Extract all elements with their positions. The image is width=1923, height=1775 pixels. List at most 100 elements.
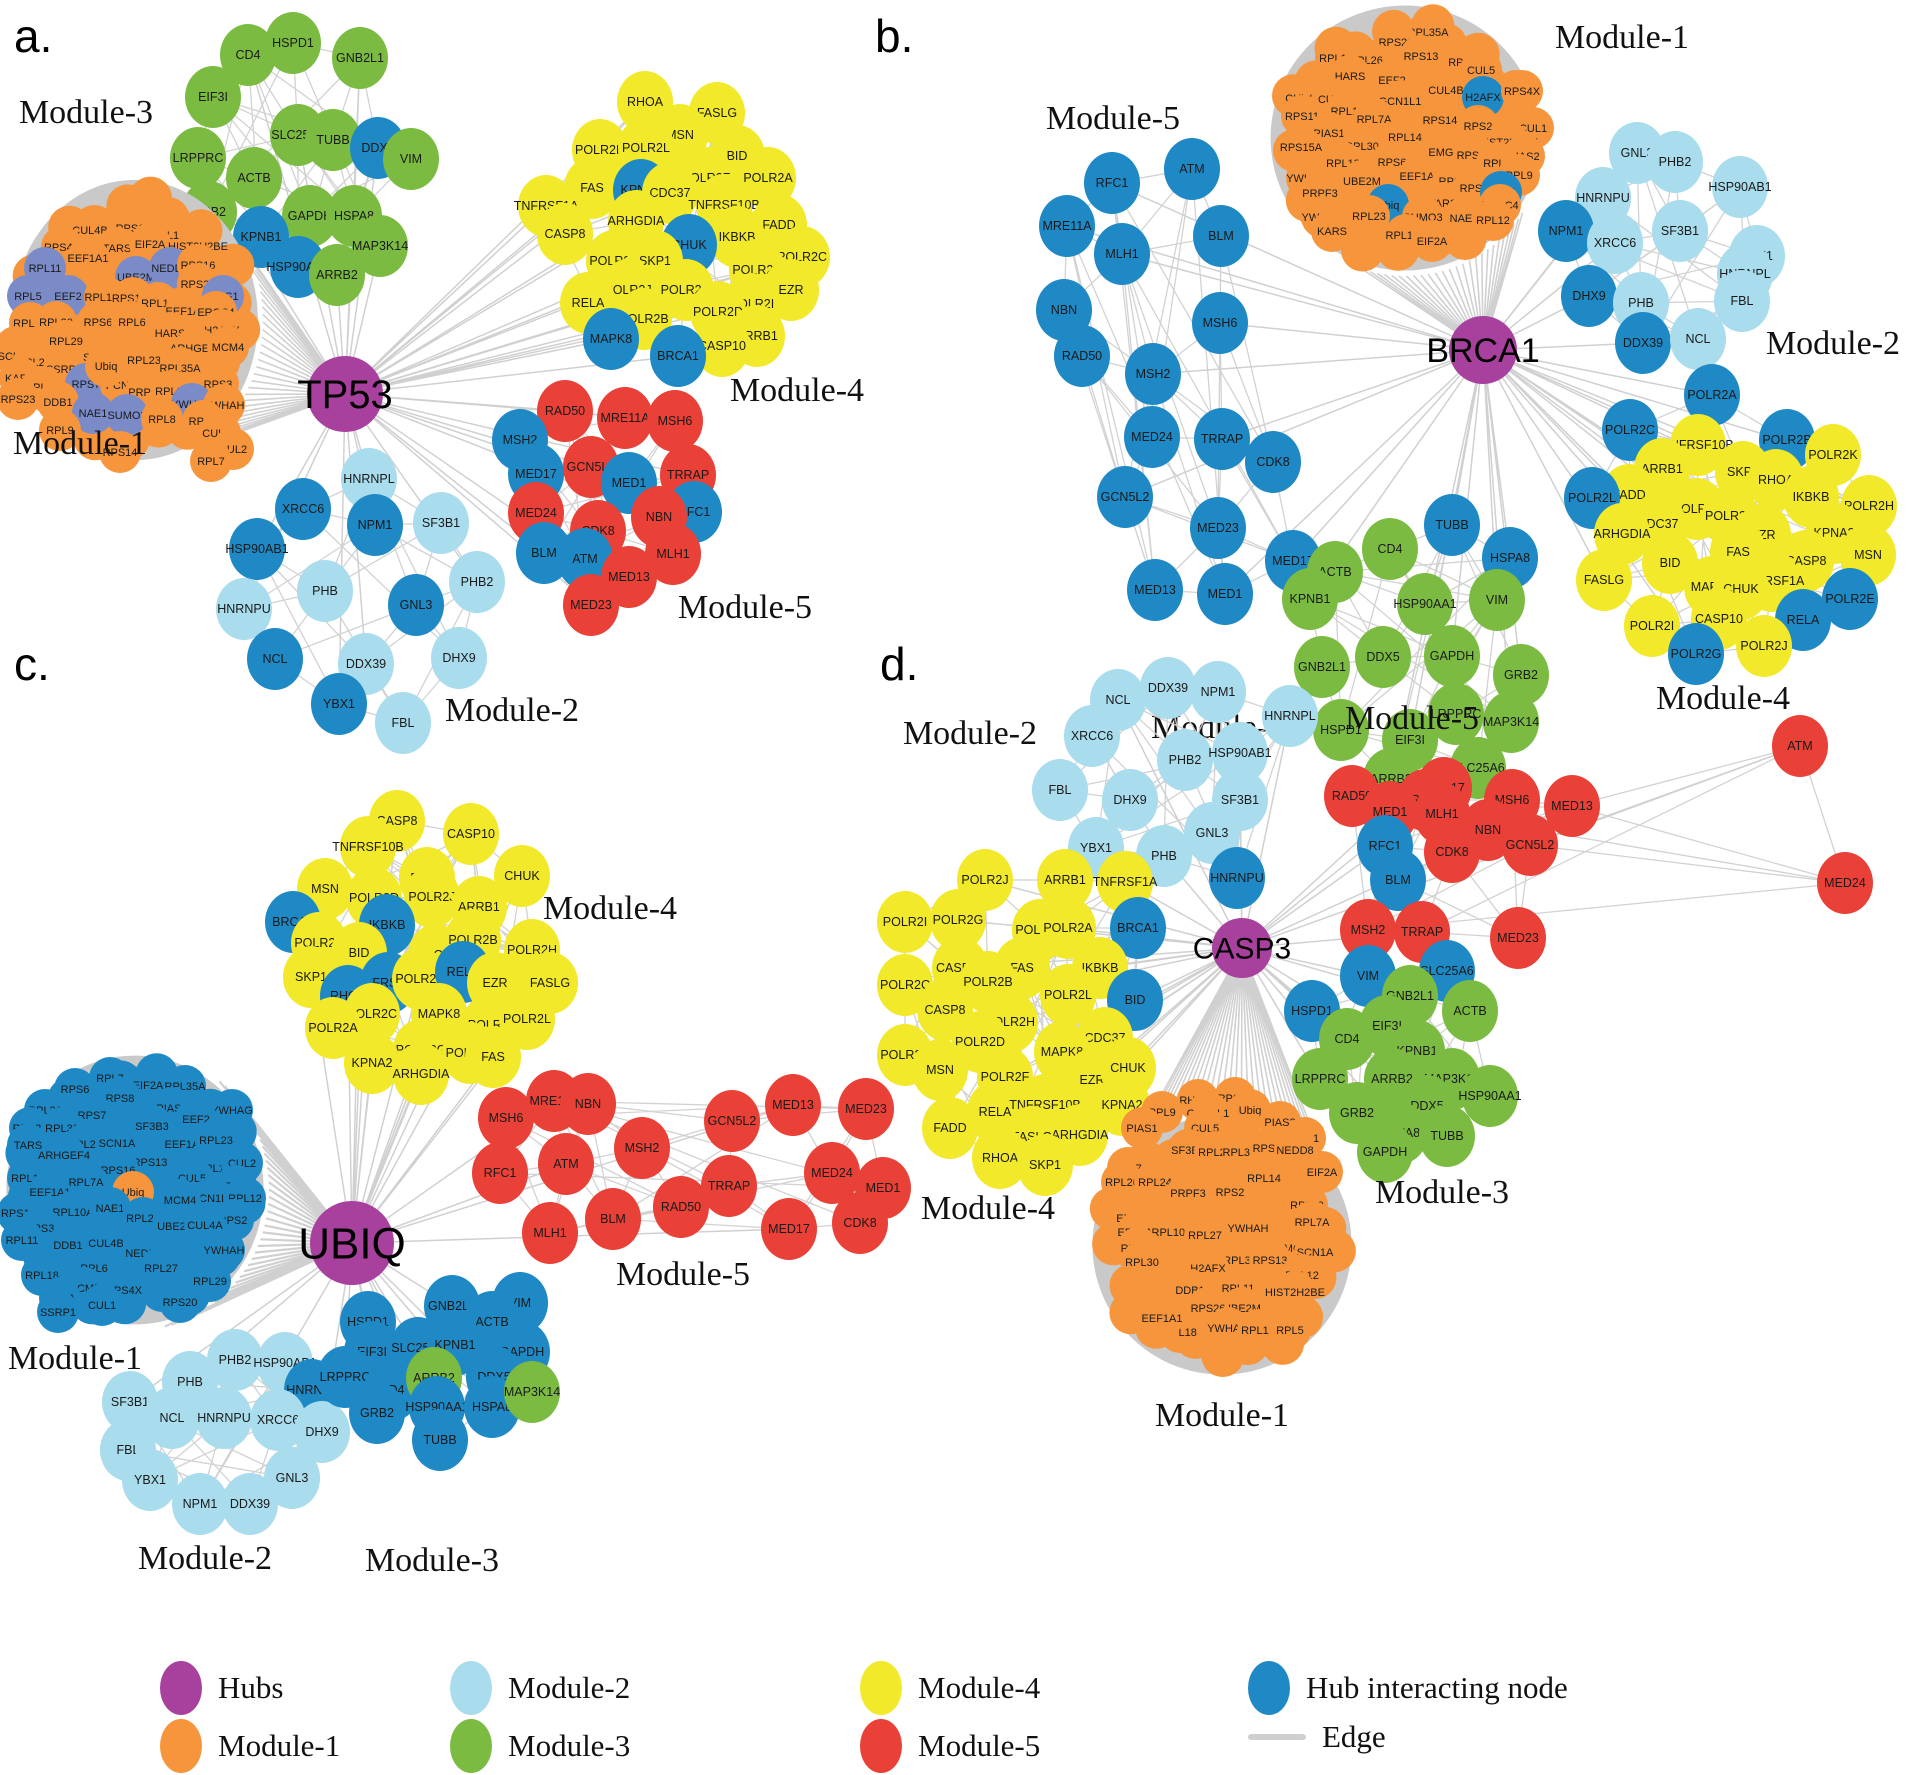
node-circle[interactable] xyxy=(144,1387,200,1449)
node-circle[interactable] xyxy=(247,628,303,690)
node-circle[interactable] xyxy=(1576,549,1632,611)
node-circle[interactable] xyxy=(111,301,153,343)
node-ACTB[interactable]: ACTB xyxy=(1442,980,1498,1042)
node-circle[interactable] xyxy=(930,889,986,951)
node-TUBB[interactable]: TUBB xyxy=(1424,494,1480,556)
node-circle[interactable] xyxy=(494,845,550,907)
node-circle[interactable] xyxy=(1102,769,1158,831)
node-BRCA1[interactable]: BRCA1 xyxy=(650,325,706,387)
node-circle[interactable] xyxy=(564,157,620,219)
node-RPL30[interactable]: RPL30 xyxy=(1121,1241,1163,1283)
node-circle[interactable] xyxy=(1124,406,1180,468)
node-circle[interactable] xyxy=(1355,626,1411,688)
node-circle[interactable] xyxy=(761,1198,817,1260)
node-circle[interactable] xyxy=(499,988,555,1050)
node-FASLG[interactable]: FASLG xyxy=(1576,549,1632,611)
node-POLR2J[interactable]: POLR2J xyxy=(1736,615,1792,677)
node-circle[interactable] xyxy=(1472,199,1514,241)
node-POLR2L[interactable]: POLR2L xyxy=(1040,964,1096,1026)
node-circle[interactable] xyxy=(375,692,431,754)
node-DHX9[interactable]: DHX9 xyxy=(1561,265,1617,327)
node-circle[interactable] xyxy=(1357,1121,1413,1183)
node-RPL10A[interactable]: RPL10A xyxy=(52,1191,94,1233)
node-circle[interactable] xyxy=(1110,897,1166,959)
node-HIST2H2BE[interactable]: HIST2H2BE xyxy=(1265,1271,1325,1313)
node-circle[interactable] xyxy=(478,1087,534,1149)
node-circle[interactable] xyxy=(1419,99,1461,141)
node-circle[interactable] xyxy=(1624,595,1680,657)
node-circle[interactable] xyxy=(1502,814,1558,876)
node-circle[interactable] xyxy=(388,574,444,636)
node-POLR2J[interactable]: POLR2J xyxy=(404,866,460,928)
node-circle[interactable] xyxy=(1184,1214,1226,1256)
node-POLR2A[interactable]: POLR2A xyxy=(740,147,796,209)
node-RPL6[interactable]: RPL6 xyxy=(111,301,153,343)
node-circle[interactable] xyxy=(1193,205,1249,267)
node-VIM[interactable]: VIM xyxy=(1469,569,1525,631)
node-circle[interactable] xyxy=(563,574,619,636)
node-circle[interactable] xyxy=(1151,1211,1193,1253)
node-circle[interactable] xyxy=(250,1389,306,1451)
node-GAPDH[interactable]: GAPDH xyxy=(1424,625,1480,687)
node-circle[interactable] xyxy=(185,66,241,128)
node-circle[interactable] xyxy=(1411,220,1453,262)
node-circle[interactable] xyxy=(1140,657,1196,719)
node-MED24[interactable]: MED24 xyxy=(1124,406,1180,468)
node-CD4[interactable]: CD4 xyxy=(1362,518,1418,580)
node-circle[interactable] xyxy=(583,308,639,370)
node-POLR2I[interactable]: POLR2I xyxy=(1624,595,1680,657)
node-ARHGDIA[interactable]: ARHGDIA xyxy=(393,1043,451,1105)
node-circle[interactable] xyxy=(72,392,114,434)
node-RPL12[interactable]: RPL12 xyxy=(1472,199,1514,241)
node-HNRNPU[interactable]: HNRNPU xyxy=(196,1387,252,1449)
node-circle[interactable] xyxy=(89,1187,131,1229)
node-RPL10A[interactable]: RPL10A xyxy=(1151,1211,1193,1253)
node-circle[interactable] xyxy=(1209,847,1265,909)
node-HNRNPL[interactable]: HNRNPL xyxy=(341,448,397,510)
node-circle[interactable] xyxy=(1772,715,1828,777)
node-circle[interactable] xyxy=(1652,200,1708,262)
node-GCN5L2[interactable]: GCN5L2 xyxy=(704,1090,760,1152)
node-circle[interactable] xyxy=(1442,980,1498,1042)
node-circle[interactable] xyxy=(1362,518,1418,580)
node-circle[interactable] xyxy=(1190,661,1246,723)
node-KPNB1[interactable]: KPNB1 xyxy=(1282,568,1338,630)
node-circle[interactable] xyxy=(1101,1161,1143,1203)
node-circle[interactable] xyxy=(647,390,703,452)
node-circle[interactable] xyxy=(309,244,365,306)
node-RFC1[interactable]: RFC1 xyxy=(472,1142,528,1204)
node-circle[interactable] xyxy=(1167,1172,1209,1214)
node-MED13[interactable]: MED13 xyxy=(765,1074,821,1136)
node-MED13[interactable]: MED13 xyxy=(1127,559,1183,621)
node-CDK8[interactable]: CDK8 xyxy=(832,1192,888,1254)
node-circle[interactable] xyxy=(597,387,653,449)
node-circle[interactable] xyxy=(1490,907,1546,969)
node-circle[interactable] xyxy=(701,1155,757,1217)
node-MED1[interactable]: MED1 xyxy=(1197,563,1253,625)
node-circle[interactable] xyxy=(972,1127,1028,1189)
node-circle[interactable] xyxy=(1647,131,1703,193)
node-circle[interactable] xyxy=(1127,559,1183,621)
node-GAPDH[interactable]: GAPDH xyxy=(1357,1121,1413,1183)
node-circle[interactable] xyxy=(1561,265,1617,327)
node-RPS13[interactable]: RPS13 xyxy=(1400,35,1442,77)
node-circle[interactable] xyxy=(516,522,572,584)
node-circle[interactable] xyxy=(1084,152,1140,214)
node-circle[interactable] xyxy=(275,478,331,540)
node-KPNA2[interactable]: KPNA2 xyxy=(344,1032,400,1094)
node-RAD50[interactable]: RAD50 xyxy=(653,1176,709,1238)
node-circle[interactable] xyxy=(412,1409,468,1471)
node-circle[interactable] xyxy=(1274,1271,1316,1313)
node-circle[interactable] xyxy=(216,578,272,640)
node-circle[interactable] xyxy=(1424,821,1480,883)
node-MLH1[interactable]: MLH1 xyxy=(522,1202,578,1264)
node-circle[interactable] xyxy=(81,1284,123,1326)
hub-circle[interactable] xyxy=(1449,316,1517,384)
node-circle[interactable] xyxy=(347,494,403,556)
node-circle[interactable] xyxy=(311,673,367,735)
node-circle[interactable] xyxy=(1538,200,1594,262)
node-circle[interactable] xyxy=(1269,1309,1311,1351)
node-circle[interactable] xyxy=(804,1142,860,1204)
node-ATM[interactable]: ATM xyxy=(538,1133,594,1195)
node-RPL8[interactable]: RPL8 xyxy=(141,398,183,440)
